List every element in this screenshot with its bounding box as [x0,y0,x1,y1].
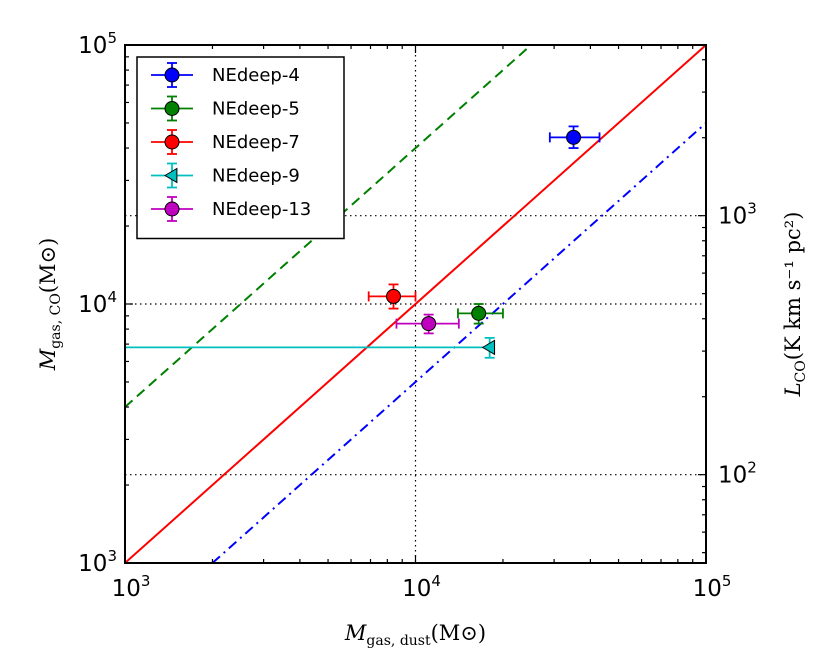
legend-nedeep-9-entry: NEdeep-9 [151,162,300,189]
point-nedeep-4-marker [566,129,582,145]
point-nedeep-13-marker [421,316,437,332]
x-tick-label: 104 [402,572,441,602]
y2-tick-label: 102 [718,459,757,489]
y-tick-label: 105 [78,29,117,59]
y-axis-label: Mgas, CO(M⊙) [36,238,64,372]
y-tick-label: 104 [78,288,117,318]
point-nedeep-5-marker [471,305,487,321]
legend-nedeep-4-entry: NEdeep-4 [151,62,300,88]
reference-line-one-to-one [124,44,707,564]
legend: NEdeep-4 NEdeep-5 NEdeep-7 NEdeep-9 NEdeep-1… [136,56,345,240]
x-tick-label: 103 [112,572,151,602]
legend-nedeep-13-entry: NEdeep-13 [151,196,311,222]
point-nedeep-9-marker [481,339,496,356]
legend-nedeep-13-marker [164,201,180,217]
point-nedeep-7-group [367,283,417,310]
y2-tick-label: 103 [718,200,757,230]
axis-labels: Mgas, dust(M⊙) Mgas, CO(M⊙) LCO(K km s⁻¹ p… [36,212,809,649]
data-points [125,125,601,359]
legend-nedeep-13-label: NEdeep-13 [212,199,311,220]
point-nedeep-9-group [125,336,496,359]
point-nedeep-4-group [548,125,601,149]
point-nedeep-13-group [395,313,460,335]
legend-nedeep-7-entry: NEdeep-7 [151,129,300,155]
legend-nedeep-5-label: NEdeep-5 [212,99,300,120]
legend-nedeep-7-label: NEdeep-7 [212,132,300,153]
x-axis-label: Mgas, dust(M⊙) [344,621,486,649]
legend-nedeep-4-label: NEdeep-4 [212,65,300,86]
legend-nedeep-7-marker [164,134,180,150]
legend-nedeep-9-marker [164,167,178,184]
legend-nedeep-4-marker [164,67,180,83]
y-tick-label: 103 [78,547,117,577]
point-nedeep-7-marker [386,288,402,304]
axis-ticks: 103 104 105 103 104 105 102 103 [78,29,757,602]
legend-nedeep-5-entry: NEdeep-5 [151,95,300,122]
legend-nedeep-5-marker [164,101,180,116]
reference-line-ratio-x0.5 [211,122,707,564]
point-nedeep-5-group [457,303,504,325]
x-tick-label: 105 [693,572,732,602]
legend-nedeep-9-label: NEdeep-9 [212,166,300,187]
y2-axis-label: LCO(K km s⁻¹ pc²) [781,212,809,398]
